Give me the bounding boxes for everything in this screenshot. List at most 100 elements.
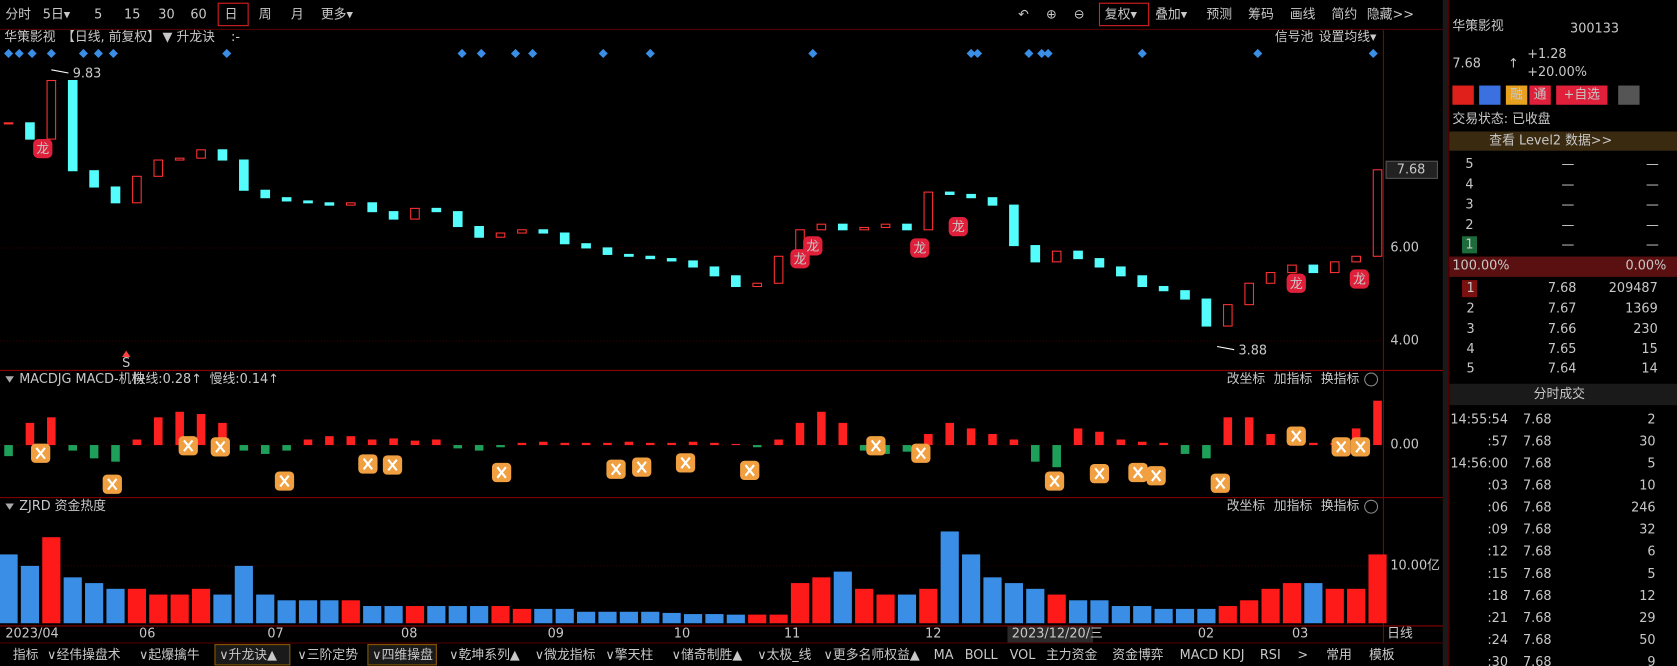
toolbar-button[interactable]: 预测	[1206, 7, 1232, 22]
pane-tool[interactable]: 改坐标	[1227, 372, 1266, 387]
bottom-tab[interactable]: ∨太极_线	[757, 648, 811, 663]
dragon-signal	[33, 138, 53, 159]
quote-button-text[interactable]: +自选	[1564, 88, 1601, 103]
toolbar-button[interactable]: 周	[259, 7, 272, 22]
volume-bar	[234, 565, 253, 624]
close-button[interactable]	[1364, 499, 1379, 514]
volume-bar	[213, 594, 232, 624]
bottom-tab[interactable]: 主力资金	[1046, 647, 1097, 663]
toolbar-button[interactable]: 隐藏>>	[1367, 7, 1414, 22]
volume-bar	[1133, 606, 1152, 624]
volume-bar	[256, 594, 275, 624]
volume-bar	[85, 583, 104, 624]
bottom-tab[interactable]: 资金博弈	[1112, 647, 1163, 663]
volume-bar	[341, 600, 360, 624]
x-signal-glyph	[496, 466, 507, 479]
toolbar-button[interactable]: 叠加▾	[1155, 7, 1188, 22]
volume-bar	[1282, 583, 1302, 624]
close-button[interactable]	[1364, 372, 1379, 387]
toolbar-button[interactable]: 月	[291, 7, 304, 22]
toolbar-button[interactable]: 日	[225, 7, 238, 22]
pane-tool[interactable]: 改坐标	[1227, 499, 1266, 514]
toolbar-button[interactable]: 5	[94, 7, 102, 22]
quote-button[interactable]	[1505, 85, 1528, 105]
macd-bar	[282, 445, 291, 451]
trade-time: :57	[1487, 435, 1508, 450]
toolbar-button[interactable]: 15	[124, 7, 140, 22]
bottom-tab[interactable]: 指标	[13, 648, 39, 663]
bottom-tab[interactable]: MA	[934, 648, 954, 663]
ask-level: 4	[1465, 177, 1473, 192]
toolbar-button[interactable]: 画线	[1290, 7, 1316, 22]
macd-bar	[1031, 445, 1040, 462]
fast-line-value: 快线:0.28↑	[133, 372, 202, 387]
toolbar-button[interactable]: 简约	[1332, 7, 1358, 22]
sell-arrow	[121, 350, 131, 358]
bottom-tab[interactable]: ∨起爆擒牛	[139, 647, 200, 663]
icon: ⊖	[1074, 7, 1085, 22]
volume-bar	[1068, 600, 1088, 624]
bottom-tab[interactable]: VOL	[1010, 648, 1037, 663]
macd-bar	[838, 422, 848, 446]
pane-tool[interactable]: 加指标	[1274, 372, 1313, 387]
macd-bar	[752, 445, 762, 448]
trades-title: 分时成交	[1534, 386, 1585, 402]
pane-tool[interactable]: 换指标	[1321, 372, 1360, 387]
bottom-tab[interactable]: ∨四维操盘	[372, 647, 433, 663]
bottom-tab[interactable]: ∨更多名师权益▲	[824, 647, 920, 663]
toolbar-button[interactable]: 复权▾	[1105, 6, 1138, 22]
annotation: 9.83	[73, 67, 102, 82]
quote-button-text[interactable]: 通	[1534, 88, 1547, 103]
quote-button[interactable]	[1529, 85, 1551, 105]
bottom-tab[interactable]: 模板	[1369, 648, 1395, 663]
toolbar-button[interactable]: 筹码	[1248, 6, 1274, 22]
header-button[interactable]: 设置均线▾	[1319, 30, 1377, 45]
bottom-tab[interactable]: ∨储奇制胜▲	[672, 647, 743, 663]
bottom-tab[interactable]: ∨升龙诀▲	[219, 648, 277, 663]
bottom-tab[interactable]: >	[1297, 648, 1308, 663]
macd-bar	[1116, 439, 1126, 446]
bottom-tab[interactable]: ∨微龙指标	[535, 648, 596, 663]
bid-level: 1	[1466, 281, 1474, 296]
bottom-tab[interactable]: ∨乾坤系列▲	[449, 648, 520, 663]
bottom-tab[interactable]: 常用	[1326, 648, 1352, 663]
quote-button[interactable]	[1556, 85, 1608, 105]
macd-bar	[432, 439, 441, 446]
toolbar-button[interactable]: 更多▾	[321, 7, 354, 22]
x-signal-glyph	[744, 464, 755, 477]
bottom-tab[interactable]: MACD	[1180, 648, 1219, 663]
candle	[859, 226, 869, 231]
toolbar-button[interactable]: 30	[158, 7, 174, 22]
header-button[interactable]: 信号池	[1275, 30, 1314, 45]
level2-link[interactable]: 查看 Level2 数据>>	[1489, 133, 1612, 149]
macd-bar	[196, 414, 206, 446]
y-tick-label: 0.00	[1390, 438, 1419, 453]
bottom-tab[interactable]: ∨擎天柱	[605, 648, 653, 663]
bottom-tab[interactable]: ∨三阶定势	[297, 647, 358, 663]
toolbar-button[interactable]: 分时	[5, 7, 31, 22]
candle	[345, 202, 356, 206]
pane-tool[interactable]: 换指标	[1321, 499, 1360, 514]
bottom-tab[interactable]: KDJ	[1222, 648, 1244, 663]
candle	[281, 197, 292, 202]
buy-ratio: 100.00%	[1452, 259, 1509, 274]
bid-level: 5	[1466, 361, 1474, 376]
candle	[1265, 272, 1276, 284]
toolbar-button[interactable]: 5日▾	[43, 7, 71, 22]
candle	[495, 232, 506, 238]
bottom-tab[interactable]: ∨经伟操盘术	[47, 647, 121, 663]
trade-volume: 50	[1639, 633, 1655, 648]
macd-bar	[988, 433, 997, 446]
bottom-tab[interactable]: BOLL	[965, 648, 999, 663]
dragon-signal-text: 龙	[913, 242, 926, 257]
pane-tool[interactable]: 加指标	[1274, 499, 1313, 514]
macd-bar	[218, 422, 227, 446]
macd-bar	[774, 439, 783, 446]
bottom-tab[interactable]: RSI	[1260, 648, 1281, 663]
candle	[452, 211, 463, 228]
quote-button-text[interactable]: 融	[1510, 88, 1523, 103]
toolbar-button[interactable]: 60	[190, 7, 206, 22]
level2-bar[interactable]	[1449, 131, 1677, 151]
candle	[1372, 169, 1383, 257]
candle	[1137, 275, 1148, 288]
